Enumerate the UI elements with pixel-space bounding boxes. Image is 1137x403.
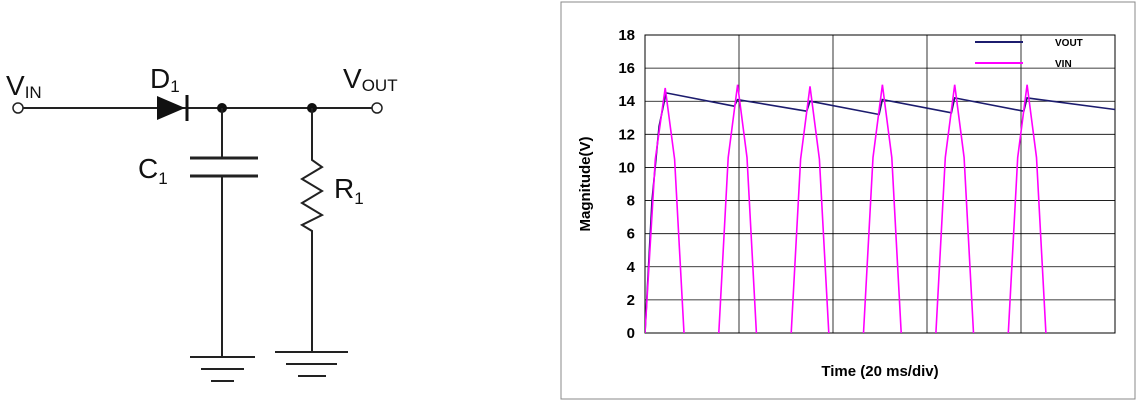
y-tick-label: 10 (618, 159, 635, 176)
y-tick-label: 8 (627, 193, 635, 210)
d1-label: D1 (150, 63, 180, 96)
diode (157, 96, 185, 120)
y-tick-label: 6 (627, 226, 635, 243)
y-tick-label: 12 (618, 126, 635, 143)
r1-label: R1 (334, 173, 364, 208)
y-tick-label: 4 (627, 259, 636, 276)
vout-label: VOUT (343, 63, 398, 95)
input-terminal (12, 102, 24, 114)
y-tick-label: 2 (627, 292, 635, 309)
y-axis-label: Magnitude(V) (577, 137, 594, 232)
plot-area (645, 35, 1115, 333)
circuit: VIN D1 VOUT C1 R1 (6, 63, 398, 382)
c1-label: C1 (138, 153, 168, 188)
series-line (645, 84, 1047, 333)
y-tick-label: 16 (618, 60, 635, 77)
y-tick-label: 14 (618, 93, 635, 110)
x-axis-label: Time (20 ms/div) (821, 363, 938, 380)
chart: 0 2 4 6 8 10 12 14 16 18 Time (20 ms/div) Magnitude… (577, 27, 1116, 380)
resistor (299, 108, 325, 352)
y-tick-label: 18 (618, 27, 635, 44)
plot-border (644, 34, 1116, 334)
y-tick-label: 0 (627, 325, 635, 342)
legend-label: VOUT (1055, 38, 1083, 49)
legend-label: VIN (1055, 59, 1072, 70)
vin-label: VIN (6, 70, 42, 102)
output-terminal (371, 102, 383, 114)
